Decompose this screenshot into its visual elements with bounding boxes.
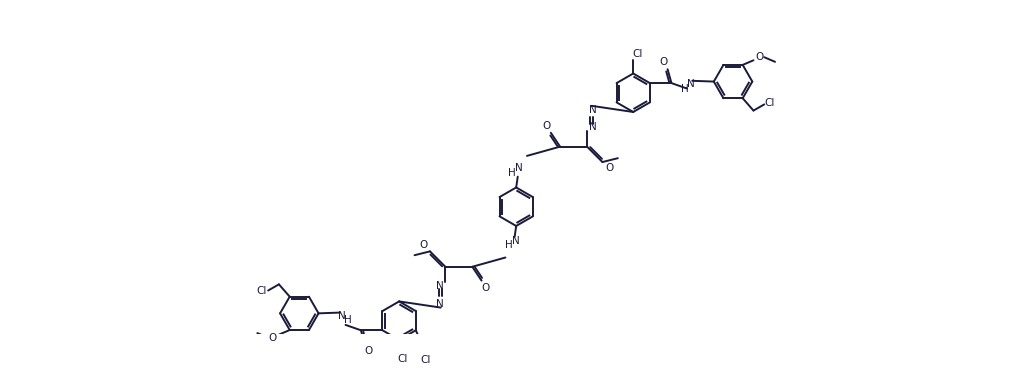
Text: N: N [512, 236, 520, 246]
Text: O: O [660, 57, 668, 68]
Text: O: O [269, 333, 277, 343]
Text: N: N [589, 122, 596, 132]
Text: Cl: Cl [257, 285, 268, 296]
Text: N: N [514, 163, 523, 173]
Text: H: H [508, 168, 517, 178]
Text: O: O [419, 240, 427, 250]
Text: H: H [680, 84, 688, 93]
Text: O: O [364, 346, 372, 356]
Text: N: N [686, 79, 695, 89]
Text: Cl: Cl [632, 49, 642, 59]
Text: N: N [338, 310, 346, 321]
Text: Cl: Cl [421, 354, 431, 364]
Text: O: O [543, 121, 552, 131]
Text: Cl: Cl [765, 98, 775, 108]
Text: O: O [605, 163, 613, 173]
Text: N: N [436, 299, 443, 309]
Text: H: H [504, 240, 512, 250]
Text: O: O [482, 282, 490, 292]
Text: N: N [589, 105, 596, 115]
Text: Cl: Cl [398, 354, 409, 364]
Text: N: N [436, 281, 443, 291]
Text: H: H [344, 315, 352, 325]
Text: O: O [755, 52, 764, 62]
